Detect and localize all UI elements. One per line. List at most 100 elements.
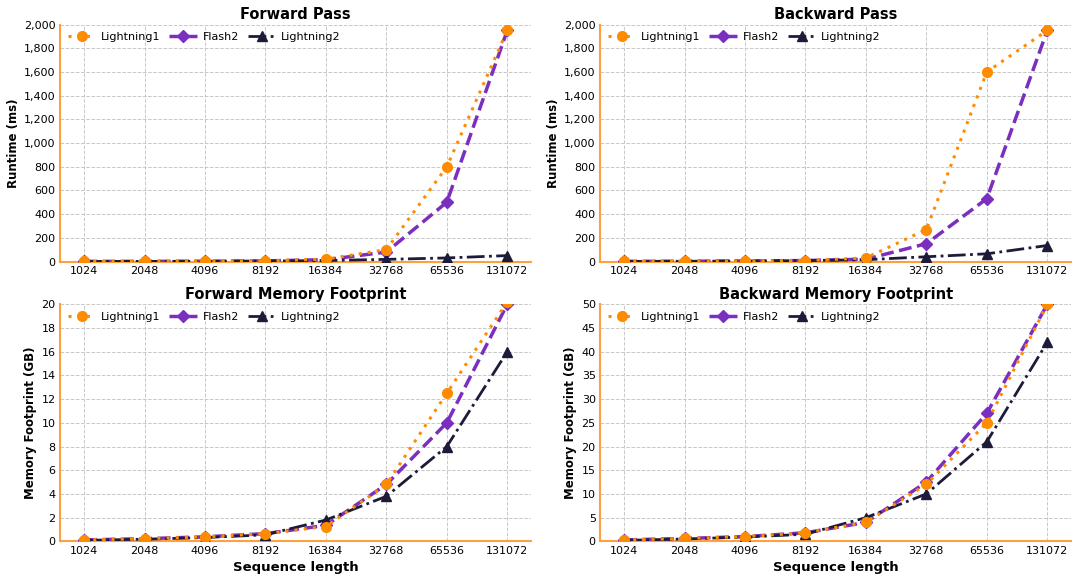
Title: Forward Memory Footprint: Forward Memory Footprint [185,287,406,302]
Flash2 [501,27,514,34]
Flash2 [380,481,393,488]
Lightning2 [138,536,151,543]
Lightning2 [199,258,212,265]
Lightning2 [78,258,91,265]
Flash2 [920,479,933,486]
Line: Lightning1: Lightning1 [619,26,1052,266]
Lightning1 [860,254,873,261]
Lightning2 [860,514,873,521]
Lightning1 [320,256,333,263]
Lightning1 [920,226,933,233]
Lightning1 [380,481,393,488]
Lightning1 [78,536,91,543]
Lightning1 [739,257,752,264]
Flash2 [739,257,752,264]
Lightning1 [678,535,691,542]
Lightning2 [501,348,514,355]
Lightning2 [1041,339,1054,346]
Lightning2 [860,256,873,263]
Flash2 [380,249,393,256]
Lightning1 [501,27,514,34]
Legend: Lightning1, Flash2, Lightning2: Lightning1, Flash2, Lightning2 [606,30,883,45]
Legend: Lightning1, Flash2, Lightning2: Lightning1, Flash2, Lightning2 [606,310,883,324]
Lightning2 [441,443,454,450]
Y-axis label: Runtime (ms): Runtime (ms) [6,98,19,188]
Lightning2 [501,252,514,259]
Flash2 [678,258,691,265]
Line: Lightning2: Lightning2 [80,251,512,266]
Line: Flash2: Flash2 [80,26,512,266]
Lightning1 [441,390,454,397]
Lightning1 [799,529,812,536]
Lightning2 [380,256,393,263]
Y-axis label: Runtime (ms): Runtime (ms) [546,98,559,188]
Lightning1 [259,530,272,537]
Lightning1 [920,481,933,488]
Flash2 [501,301,514,308]
Flash2 [320,522,333,529]
Flash2 [981,195,994,202]
X-axis label: Sequence length: Sequence length [773,561,899,574]
Title: Forward Pass: Forward Pass [241,7,351,22]
Lightning1 [739,533,752,540]
Lightning2 [678,536,691,543]
Legend: Lightning1, Flash2, Lightning2: Lightning1, Flash2, Lightning2 [66,310,343,324]
Flash2 [799,529,812,536]
Title: Backward Pass: Backward Pass [774,7,897,22]
Lightning1 [1041,27,1054,34]
Flash2 [259,530,272,537]
Flash2 [441,199,454,206]
Y-axis label: Memory Footprint (GB): Memory Footprint (GB) [25,347,38,499]
Flash2 [860,256,873,263]
Lightning1 [441,163,454,170]
Lightning2 [981,438,994,445]
Line: Lightning2: Lightning2 [80,347,512,545]
Flash2 [320,256,333,263]
Lightning2 [380,493,393,500]
Y-axis label: Memory Footprint (GB): Memory Footprint (GB) [565,347,578,499]
Lightning1 [981,419,994,426]
Lightning1 [1041,301,1054,308]
Lightning1 [320,523,333,530]
Lightning1 [501,299,514,306]
Lightning1 [199,257,212,264]
Flash2 [138,258,151,265]
Line: Flash2: Flash2 [80,300,512,544]
Lightning2 [78,537,91,544]
Lightning1 [678,258,691,265]
Flash2 [618,258,631,265]
Lightning1 [78,258,91,265]
Lightning2 [981,250,994,257]
Line: Lightning1: Lightning1 [79,297,512,545]
Line: Lightning2: Lightning2 [620,241,1052,266]
Lightning2 [441,254,454,261]
Line: Lightning2: Lightning2 [620,338,1052,545]
Lightning1 [618,258,631,265]
Lightning2 [739,533,752,540]
Lightning1 [199,533,212,540]
Flash2 [739,533,752,540]
Lightning2 [138,258,151,265]
Lightning1 [860,519,873,526]
Lightning1 [981,69,994,76]
Flash2 [78,258,91,265]
Flash2 [78,536,91,543]
Flash2 [981,410,994,417]
Flash2 [678,535,691,542]
Title: Backward Memory Footprint: Backward Memory Footprint [718,287,953,302]
Lightning2 [920,253,933,260]
Lightning2 [799,530,812,537]
Lightning2 [320,517,333,523]
Lightning2 [920,490,933,497]
Lightning2 [320,257,333,264]
Line: Lightning1: Lightning1 [619,299,1052,545]
Flash2 [199,258,212,265]
Lightning2 [799,257,812,264]
Lightning2 [199,534,212,541]
Line: Flash2: Flash2 [620,300,1052,544]
Flash2 [799,257,812,264]
Lightning2 [259,532,272,539]
Flash2 [618,536,631,543]
Lightning1 [618,536,631,543]
Lightning1 [380,246,393,253]
